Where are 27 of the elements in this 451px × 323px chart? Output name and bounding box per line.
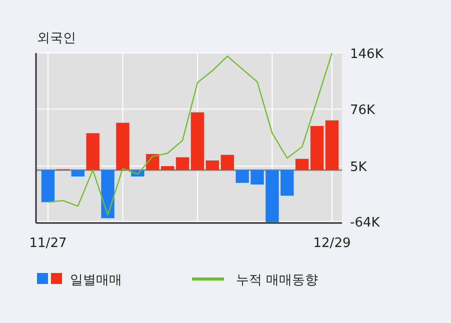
legend-label: 일별매매 [70,273,122,288]
bar [236,170,249,183]
bar [71,170,84,176]
bar [296,158,309,170]
y-tick-label: 76K [350,103,376,118]
bar [160,166,174,170]
x-tick-label: 12/29 [313,236,351,251]
x-tick-label: 11/27 [29,236,67,251]
bar [310,126,324,170]
bar [250,170,264,185]
bar [220,154,234,170]
y-tick-label: 146K [350,47,384,62]
bar [325,120,339,170]
legend-label: 누적 매매동향 [236,273,318,288]
bar [280,170,294,196]
bar [206,160,220,170]
bar [41,170,55,202]
y-tick-label: -64K [350,215,380,230]
chart-title: 외국인 [37,31,76,46]
bar [86,133,100,170]
line-series [47,52,333,216]
bar [101,170,114,218]
bar [190,112,204,170]
y-tick-label: 5K [350,160,368,176]
bar [266,170,279,222]
bar [176,157,190,170]
bar [116,122,130,170]
